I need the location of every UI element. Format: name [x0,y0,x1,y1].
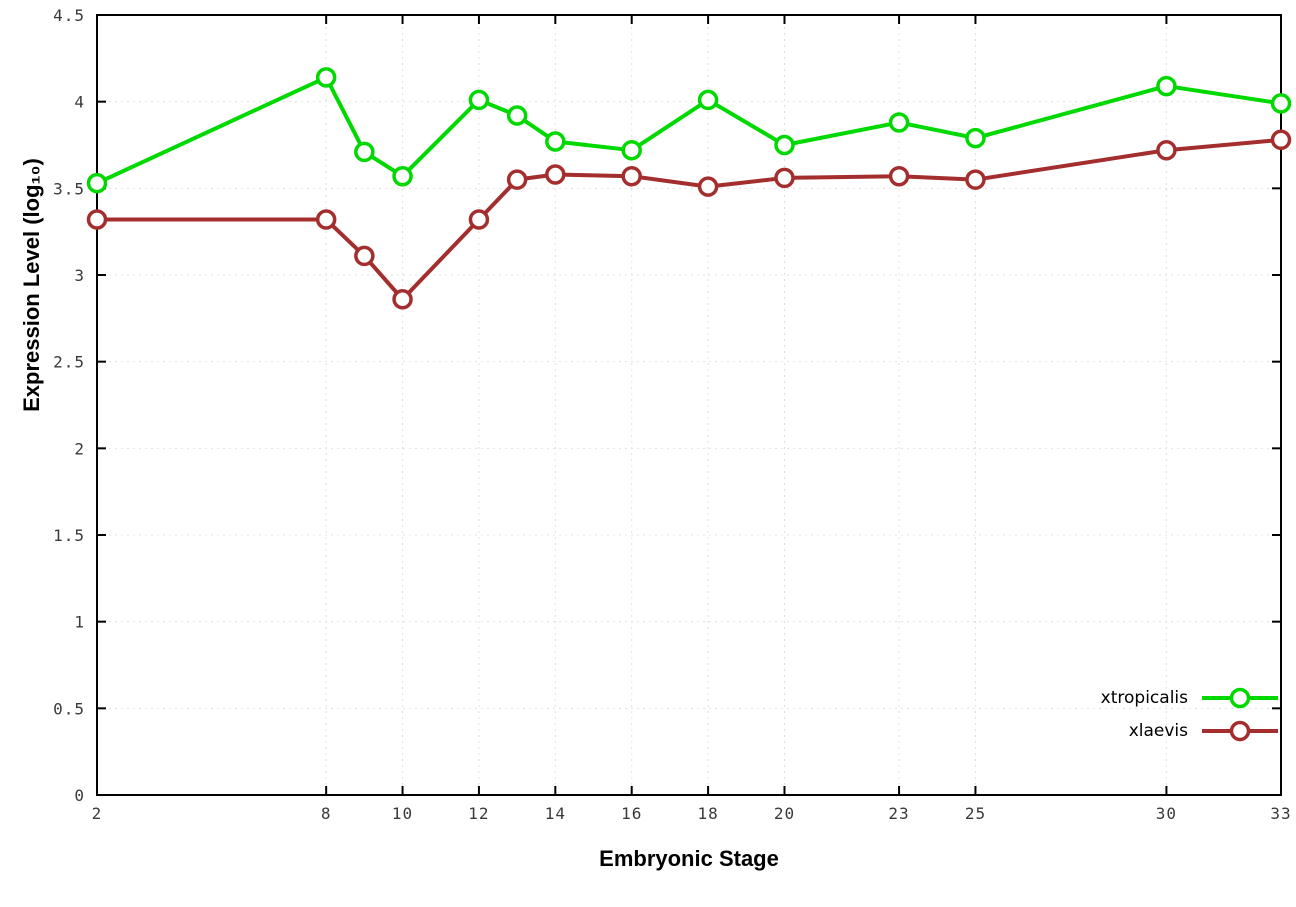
y-tick-label: 2.5 [53,353,85,372]
legend-swatch-xlaevis [1202,720,1278,742]
legend-item-xlaevis: xlaevis [1101,718,1280,744]
x-tick-label: 2 [92,804,103,823]
y-tick-label: 4.5 [53,6,85,25]
y-tick-label: 0 [74,786,85,805]
x-axis-title: Embryonic Stage [599,846,779,871]
data-point-marker [315,67,337,88]
series-xlaevis [86,129,1292,310]
data-point-marker [86,209,108,230]
data-point-marker [697,176,719,197]
series-xtropicalis [86,67,1292,194]
data-point-marker [965,169,986,190]
data-point-marker [354,245,375,267]
data-point-marker [888,112,910,133]
data-point-marker [697,89,719,111]
x-tick-label: 33 [1270,804,1291,823]
data-point-marker [506,105,528,126]
series-line [95,75,1283,186]
x-tick-label: 12 [468,804,489,823]
data-point-marker [1156,75,1177,97]
x-axis: 2 8 10 12 14 16 18 20 23 25 30 33 [92,15,1291,823]
x-tick-label: 20 [774,804,795,823]
x-tick-label: 14 [545,804,566,823]
x-tick-label: 25 [965,804,986,823]
data-point-marker [315,209,337,230]
x-tick-label: 18 [697,804,718,823]
legend-label-xtropicalis: xtropicalis [1100,688,1188,708]
data-point-marker [392,289,413,310]
data-point-marker [774,167,795,189]
series-line [95,137,1283,302]
data-point-marker [774,134,795,156]
y-tick-label: 0.5 [53,699,85,718]
x-tick-label: 23 [888,804,909,823]
data-point-marker [965,127,986,149]
legend-item-xtropicalis: xtropicalis [1101,685,1280,711]
data-point-marker [354,141,375,163]
y-tick-label: 2 [74,439,85,458]
y-tick-label: 1.5 [53,526,85,545]
y-tick-label: 3 [74,266,85,285]
grid [96,14,1282,796]
y-tick-label: 3.5 [53,179,85,198]
data-point-marker [545,131,566,152]
data-point-marker [468,89,490,111]
data-point-marker [392,165,413,187]
data-point-marker [621,165,642,187]
data-point-marker [506,169,528,190]
data-point-marker [545,164,566,185]
x-tick-label: 30 [1156,804,1177,823]
data-point-marker [1270,93,1292,114]
legend: xtropicalis xlaevis [1101,685,1280,744]
x-tick-label: 16 [621,804,642,823]
data-point-marker [86,172,108,194]
data-point-marker [888,165,910,187]
y-axis-title: Expression Level (log₁₀) [19,158,44,412]
data-point-marker [468,209,490,230]
x-tick-label: 8 [321,804,332,823]
plot-border [96,14,1282,796]
x-tick-label: 10 [392,804,413,823]
legend-label-xlaevis: xlaevis [1128,721,1188,741]
data-point-marker [1156,139,1177,161]
data-point-marker [1270,129,1292,151]
y-tick-label: 1 [74,613,85,632]
y-tick-label: 4 [74,93,85,112]
legend-swatch-xtropicalis [1202,687,1278,709]
data-point-marker [621,139,642,161]
